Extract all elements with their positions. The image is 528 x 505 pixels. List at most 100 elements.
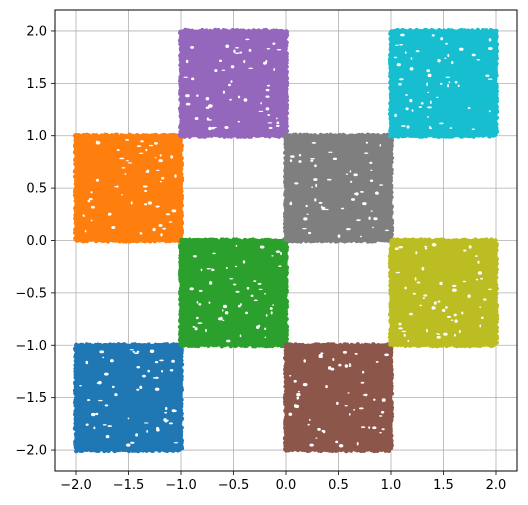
gap	[335, 440, 339, 444]
data-point	[283, 174, 288, 179]
gap	[406, 125, 410, 129]
gap	[458, 329, 461, 334]
data-point	[286, 448, 292, 453]
gap	[90, 219, 93, 222]
gap	[235, 244, 238, 247]
gap	[165, 406, 168, 411]
gap	[430, 100, 432, 105]
gap	[487, 288, 492, 290]
gap	[405, 93, 408, 96]
gap	[273, 67, 276, 71]
data-point	[344, 134, 349, 139]
gap	[426, 82, 429, 87]
data-point	[492, 305, 498, 310]
gap	[79, 384, 82, 387]
gap	[145, 148, 148, 152]
gap	[360, 426, 366, 429]
gap	[126, 443, 131, 447]
gap	[218, 59, 222, 63]
gap	[225, 44, 230, 49]
series-7	[387, 27, 500, 139]
gap	[437, 300, 441, 303]
gap	[463, 249, 467, 252]
gap	[370, 169, 373, 171]
gap	[346, 227, 351, 231]
data-point	[179, 446, 185, 451]
gap	[445, 306, 448, 309]
data-point	[265, 29, 270, 34]
gap	[158, 224, 163, 228]
gap	[116, 149, 120, 152]
gap	[265, 314, 268, 317]
gap	[144, 203, 148, 206]
y-tick-label: 0.0	[26, 234, 47, 249]
gap	[159, 154, 162, 157]
gap	[164, 411, 168, 414]
gap	[320, 205, 323, 208]
gap	[234, 52, 240, 54]
gap	[136, 388, 140, 391]
gap	[433, 301, 437, 305]
gap	[253, 299, 258, 302]
gap	[169, 369, 174, 372]
gap	[139, 385, 143, 389]
gap	[309, 443, 314, 447]
gap	[477, 271, 483, 275]
gap	[127, 162, 133, 164]
gap	[278, 265, 282, 267]
data-point	[419, 237, 424, 242]
gap	[462, 280, 467, 283]
gap	[90, 205, 95, 209]
gap	[427, 91, 430, 94]
gap	[280, 251, 282, 256]
gap	[163, 418, 167, 422]
gap	[401, 125, 406, 127]
gap	[374, 191, 379, 195]
gap	[174, 174, 177, 178]
data-point	[123, 134, 129, 139]
gap	[258, 288, 263, 291]
gap	[359, 191, 364, 193]
gap	[225, 267, 228, 270]
gap	[310, 158, 315, 160]
gap	[265, 107, 270, 111]
gap	[154, 157, 157, 159]
data-point	[493, 122, 498, 127]
x-tick-label: −1.0	[165, 478, 197, 493]
gap	[104, 372, 109, 376]
gap	[407, 339, 410, 342]
gap	[452, 288, 457, 292]
gap	[171, 359, 175, 363]
gap	[422, 297, 425, 300]
data-point	[289, 342, 295, 348]
gap	[436, 96, 439, 99]
gap	[322, 430, 326, 434]
gap	[440, 37, 444, 41]
series-5	[282, 132, 395, 244]
gap	[409, 98, 413, 103]
gap	[93, 426, 96, 430]
gap	[303, 359, 306, 363]
gap	[198, 303, 202, 306]
gap	[400, 33, 405, 37]
gap	[139, 231, 142, 234]
gap	[360, 381, 365, 384]
gap	[165, 213, 171, 216]
gap	[289, 202, 293, 206]
gap	[259, 245, 265, 249]
data-point	[494, 88, 500, 94]
gap	[347, 392, 350, 394]
gap	[276, 117, 278, 120]
gap	[240, 303, 242, 306]
gap	[266, 47, 271, 50]
gap	[457, 84, 460, 87]
gap	[337, 234, 341, 238]
gap	[288, 412, 293, 416]
gap	[409, 312, 413, 316]
gap	[437, 333, 441, 336]
gap	[297, 390, 300, 393]
gap	[476, 59, 481, 61]
gap	[394, 44, 399, 46]
data-point	[282, 436, 288, 442]
data-point	[359, 343, 365, 348]
